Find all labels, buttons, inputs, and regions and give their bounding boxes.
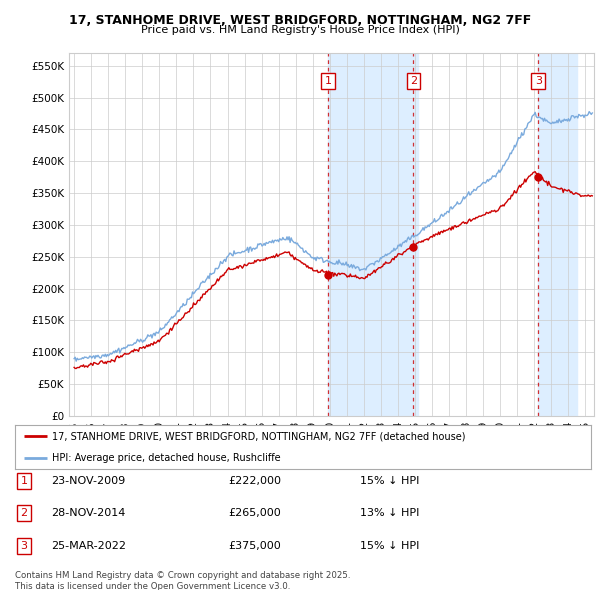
Text: 25-MAR-2022: 25-MAR-2022 (51, 541, 126, 550)
Text: Price paid vs. HM Land Registry's House Price Index (HPI): Price paid vs. HM Land Registry's House … (140, 25, 460, 35)
Text: 2: 2 (20, 509, 28, 518)
Text: £222,000: £222,000 (228, 476, 281, 486)
Text: 17, STANHOME DRIVE, WEST BRIDGFORD, NOTTINGHAM, NG2 7FF: 17, STANHOME DRIVE, WEST BRIDGFORD, NOTT… (69, 14, 531, 27)
Text: 3: 3 (20, 541, 28, 550)
Text: 13% ↓ HPI: 13% ↓ HPI (360, 509, 419, 518)
Bar (538, 53, 577, 416)
Text: 15% ↓ HPI: 15% ↓ HPI (360, 541, 419, 550)
Text: Contains HM Land Registry data © Crown copyright and database right 2025.
This d: Contains HM Land Registry data © Crown c… (15, 571, 350, 590)
Text: 15% ↓ HPI: 15% ↓ HPI (360, 476, 419, 486)
Text: 1: 1 (325, 76, 332, 86)
Text: HPI: Average price, detached house, Rushcliffe: HPI: Average price, detached house, Rush… (52, 453, 281, 463)
Text: 28-NOV-2014: 28-NOV-2014 (51, 509, 125, 518)
Text: £375,000: £375,000 (228, 541, 281, 550)
Text: 3: 3 (535, 76, 542, 86)
Bar (328, 53, 418, 416)
Text: 23-NOV-2009: 23-NOV-2009 (51, 476, 125, 486)
Text: 1: 1 (20, 476, 28, 486)
Text: 17, STANHOME DRIVE, WEST BRIDGFORD, NOTTINGHAM, NG2 7FF (detached house): 17, STANHOME DRIVE, WEST BRIDGFORD, NOTT… (52, 431, 466, 441)
Text: £265,000: £265,000 (228, 509, 281, 518)
Text: 2: 2 (410, 76, 417, 86)
